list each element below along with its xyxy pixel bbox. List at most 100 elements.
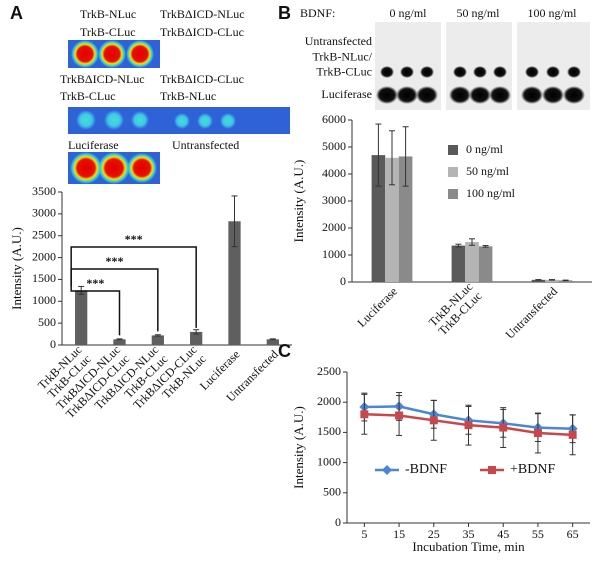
image-label: Untransfected (172, 138, 239, 152)
x-tick-label: Untransfected (503, 284, 560, 341)
error-bar (375, 123, 382, 187)
marker (429, 416, 438, 425)
y-tick-label: 6000 (322, 112, 346, 126)
image-label: TrkB-NLuc (80, 7, 136, 21)
y-axis-label: Intensity (A.U.) (291, 160, 306, 243)
error-bar (269, 338, 276, 341)
y-tick-label: 500 (38, 315, 56, 329)
marker (395, 411, 404, 420)
legend-marker (382, 465, 392, 475)
y-tick-label: 2500 (317, 364, 341, 378)
significance-label: *** (125, 232, 143, 246)
heat-images (68, 40, 290, 184)
x-tick-label-group: Untransfected (503, 284, 560, 341)
bar (190, 331, 203, 345)
panel-label: B (278, 3, 291, 23)
significance-label: *** (86, 276, 104, 290)
error-bar (116, 338, 123, 341)
x-tick-label: 15 (393, 527, 405, 541)
x-axis-label: Incubation Time, min (412, 539, 525, 554)
x-tick-label: 35 (463, 527, 475, 541)
error-bar (469, 238, 475, 246)
marker (360, 410, 369, 419)
bar (385, 157, 399, 282)
bar (451, 245, 466, 282)
bar (558, 280, 573, 282)
bar (465, 242, 479, 282)
error-bar (402, 126, 409, 187)
error-bar (389, 130, 395, 186)
image-label: TrkBΔICD-NLuc (160, 7, 245, 21)
y-tick-label: 0 (50, 337, 56, 351)
y-tick-label: 4000 (322, 166, 346, 180)
image-label: TrkBΔICD-CLuc (160, 72, 244, 86)
significance-bracket (70, 246, 197, 328)
error-bar (193, 329, 200, 335)
panel-label: A (10, 3, 23, 23)
y-axis-label: Intensity (A.U.) (291, 406, 306, 489)
y-tick-label: 0 (340, 274, 346, 288)
y-tick-label: 1000 (317, 454, 341, 468)
image-column-label: 50 ng/ml (456, 6, 500, 20)
x-tick-label: 55 (532, 527, 544, 541)
image-label: TrkBΔICD-NLuc (60, 72, 145, 86)
legend-label: 50 ng/ml (466, 164, 510, 178)
x-tick-label: 65 (567, 527, 579, 541)
y-tick-label: 2000 (322, 220, 346, 234)
y-tick-label: 2000 (317, 394, 341, 408)
error-bar (231, 195, 238, 248)
x-tick-label: Luciferase (354, 284, 400, 330)
legend-swatch (448, 189, 458, 199)
image-label: TrkB-CLuc (80, 25, 136, 39)
error-bar (549, 279, 555, 281)
legend-label: 100 ng/ml (466, 186, 516, 200)
y-tick-label: 2000 (32, 249, 56, 263)
x-tick-label-group: Luciferase (354, 284, 400, 330)
error-bar (455, 243, 462, 248)
y-tick-label: 1500 (32, 271, 56, 285)
error-bar (562, 279, 569, 282)
blot-image (375, 22, 590, 110)
bar (478, 246, 493, 282)
bar (113, 339, 126, 345)
legend-swatch (448, 145, 458, 155)
y-tick-label: 0 (335, 515, 341, 529)
image-row-label: Untransfected (305, 34, 372, 48)
image-row-label: Luciferase (321, 87, 372, 101)
error-bar (482, 245, 489, 248)
bar (266, 339, 279, 345)
y-tick-label: 1500 (317, 424, 341, 438)
image-label: Luciferase (68, 138, 119, 152)
bar (398, 156, 413, 282)
image-header: BDNF: (300, 6, 335, 20)
error-bar (535, 279, 542, 281)
y-tick-label: 3000 (32, 206, 56, 220)
y-tick-label: 500 (323, 485, 341, 499)
bar (75, 290, 88, 345)
y-tick-label: 3500 (32, 184, 56, 198)
panel-label: C (278, 341, 291, 361)
bar (371, 155, 386, 282)
image-row-label: TrkB-NLuc/ (312, 49, 372, 63)
legend-swatch (448, 167, 458, 177)
y-tick-label: 5000 (322, 139, 346, 153)
image-label: TrkB-NLuc (160, 89, 216, 103)
image-label: TrkBΔICD-CLuc (160, 25, 244, 39)
image-column-label: 0 ng/ml (389, 6, 427, 20)
significance-bracket (70, 286, 121, 336)
legend-marker (488, 466, 496, 474)
x-tick-label: 25 (428, 527, 440, 541)
marker (533, 429, 542, 438)
bar (545, 279, 559, 282)
legend-label: +BDNF (510, 462, 555, 477)
x-tick-label: 45 (497, 527, 509, 541)
marker (499, 423, 508, 432)
marker (464, 421, 473, 430)
bar (228, 221, 241, 345)
image-column-label: 100 ng/ml (527, 6, 577, 20)
bar (151, 335, 164, 345)
image-row-label: TrkB-CLuc (316, 64, 372, 78)
y-tick-label: 1000 (32, 293, 56, 307)
